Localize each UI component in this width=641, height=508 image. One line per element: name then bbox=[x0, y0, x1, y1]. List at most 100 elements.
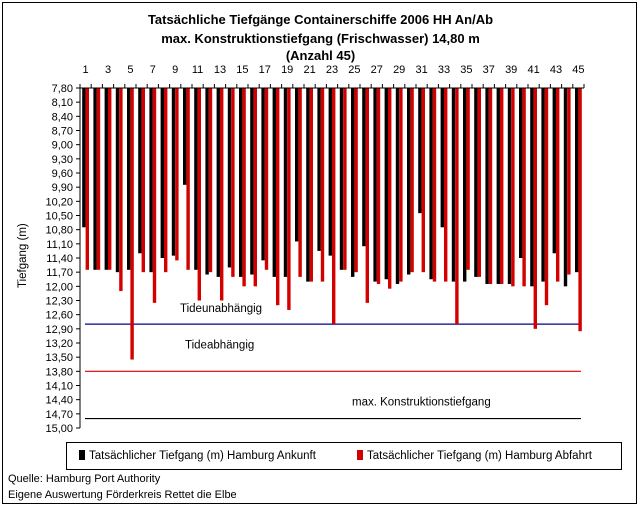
bar-departure bbox=[119, 88, 123, 292]
bar-departure bbox=[500, 88, 504, 284]
y-tick-label: 9,00 bbox=[52, 140, 73, 152]
x-tick-label: 3 bbox=[105, 64, 111, 76]
bar-arrival bbox=[183, 88, 187, 185]
x-tick-label: 7 bbox=[150, 64, 156, 76]
y-axis-label: Tiefgang (m) bbox=[17, 223, 29, 288]
bar-arrival bbox=[93, 88, 97, 270]
bar-departure bbox=[220, 88, 224, 301]
bar-arrival bbox=[261, 88, 265, 261]
bar-arrival bbox=[194, 88, 198, 270]
bar-arrival bbox=[216, 88, 220, 277]
x-tick-label: 27 bbox=[371, 64, 383, 76]
bar-departure bbox=[264, 88, 269, 270]
bar-departure bbox=[343, 88, 347, 270]
y-tick-label: 11,40 bbox=[46, 253, 73, 265]
bar-arrival bbox=[306, 88, 310, 282]
x-tick-label: 19 bbox=[281, 64, 293, 76]
bar-departure bbox=[332, 88, 336, 325]
bar-departure bbox=[85, 88, 89, 270]
bar-arrival bbox=[507, 88, 512, 284]
chart-title-line-3: (Anzahl 45) bbox=[285, 48, 356, 63]
bar-arrival bbox=[362, 88, 366, 247]
bar-arrival bbox=[127, 88, 131, 270]
x-tick-label: 17 bbox=[259, 64, 271, 76]
author-note: Eigene Auswertung Förderkreis Rettet die… bbox=[8, 489, 237, 501]
bar-arrival bbox=[82, 88, 86, 228]
bar-departure bbox=[141, 88, 145, 273]
bar-departure bbox=[96, 88, 101, 270]
y-tick-label: 10,20 bbox=[45, 196, 73, 208]
bar-departure bbox=[231, 88, 235, 277]
bar-departure bbox=[130, 88, 134, 360]
y-tick-label: 11,10 bbox=[46, 239, 73, 251]
bar-arrival bbox=[373, 88, 377, 282]
y-tick-label: 7,80 bbox=[52, 83, 73, 95]
bar-departure bbox=[287, 88, 291, 310]
y-tick-label: 14,40 bbox=[45, 395, 73, 407]
bar-departure bbox=[108, 88, 112, 270]
bar-departure bbox=[186, 88, 190, 270]
y-tick-label: 10,80 bbox=[45, 225, 73, 237]
bar-arrival bbox=[474, 88, 478, 277]
legend-swatch-departure bbox=[357, 450, 363, 460]
bar-departure bbox=[533, 88, 537, 329]
bar-arrival bbox=[104, 88, 108, 270]
bar-arrival bbox=[541, 88, 545, 282]
bar-arrival bbox=[138, 88, 142, 254]
bar-arrival bbox=[283, 88, 288, 277]
y-tick-label: 9,30 bbox=[52, 154, 73, 166]
bar-arrival bbox=[149, 88, 153, 273]
chart-title-line-2: max. Konstruktionstiefgang (Frischwasser… bbox=[161, 31, 480, 46]
y-tick-label: 12,00 bbox=[45, 281, 73, 293]
bar-departure bbox=[522, 88, 526, 287]
x-tick-label: 45 bbox=[572, 64, 584, 76]
bar-arrival bbox=[171, 88, 176, 256]
bar-arrival bbox=[485, 88, 489, 284]
legend: Tatsächlicher Tiefgang (m) Hamburg Ankun… bbox=[66, 442, 622, 470]
x-tick-label: 21 bbox=[303, 64, 315, 76]
bar-departure bbox=[556, 88, 560, 282]
bar-departure bbox=[578, 88, 582, 332]
reference-line-label-0: Tideunabhängig bbox=[180, 303, 262, 315]
x-tick-label: 37 bbox=[483, 64, 495, 76]
bar-arrival bbox=[272, 88, 276, 277]
x-tick-label: 5 bbox=[127, 64, 133, 76]
bar-departure bbox=[320, 88, 325, 282]
x-tick-label: 35 bbox=[460, 64, 472, 76]
bar-arrival bbox=[407, 88, 411, 275]
y-tick-label: 14,70 bbox=[45, 409, 73, 421]
bar-departure bbox=[276, 88, 280, 306]
bar-departure bbox=[455, 88, 459, 325]
legend-item-arrival: Tatsächlicher Tiefgang (m) Hamburg Ankun… bbox=[79, 450, 316, 462]
bar-departure bbox=[164, 88, 168, 273]
y-tick-label: 11,70 bbox=[46, 267, 73, 279]
bar-arrival bbox=[317, 88, 321, 251]
bar-departure bbox=[175, 88, 179, 261]
bar-departure bbox=[242, 88, 246, 287]
x-tick-label: 41 bbox=[527, 64, 539, 76]
bar-departure bbox=[444, 88, 448, 282]
bar-arrival bbox=[552, 88, 556, 254]
bar-departure bbox=[410, 88, 414, 273]
bar-arrival bbox=[451, 88, 456, 282]
bar-arrival bbox=[395, 88, 400, 284]
bar-departure bbox=[376, 88, 381, 284]
bar-departure bbox=[197, 88, 201, 301]
y-tick-label: 8,70 bbox=[52, 126, 73, 138]
bar-arrival bbox=[295, 88, 299, 242]
bar-arrival bbox=[227, 88, 232, 268]
x-tick-label: 9 bbox=[172, 64, 178, 76]
y-tick-label: 13,20 bbox=[45, 338, 73, 350]
bar-arrival bbox=[115, 88, 120, 273]
legend-label-arrival: Tatsächlicher Tiefgang (m) Hamburg Ankun… bbox=[89, 450, 316, 462]
bar-departure bbox=[388, 88, 392, 289]
bar-departure bbox=[354, 88, 358, 273]
y-tick-label: 12,60 bbox=[45, 310, 73, 322]
x-tick-label: 29 bbox=[393, 64, 405, 76]
bar-departure bbox=[421, 88, 425, 273]
x-tick-label: 33 bbox=[438, 64, 450, 76]
bar-departure bbox=[253, 88, 257, 287]
y-tick-label: 12,30 bbox=[45, 296, 73, 308]
y-tick-label: 15,00 bbox=[45, 423, 73, 435]
